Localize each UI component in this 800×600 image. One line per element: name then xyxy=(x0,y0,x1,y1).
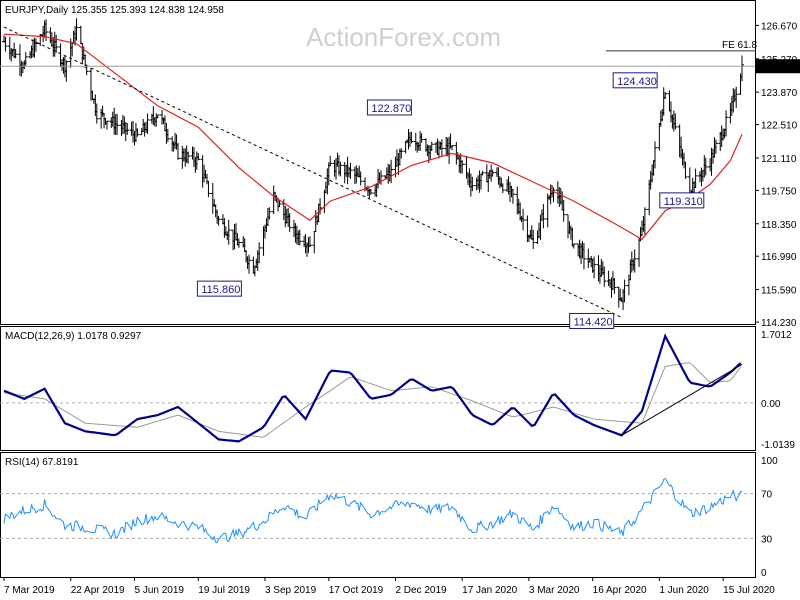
axes: 126.670125.270123.870122.510121.110119.7… xyxy=(3,21,800,596)
rsi-tick-label: 70 xyxy=(761,490,773,501)
date-tick-label: 7 Mar 2019 xyxy=(4,585,55,596)
macd-tick-label: -1.0139 xyxy=(761,440,795,451)
key-level-label: 115.860 xyxy=(201,284,240,296)
date-tick-label: 2 Dec 2019 xyxy=(395,585,447,596)
price-tick-label: 114.230 xyxy=(761,318,797,329)
key-level-label: 122.870 xyxy=(371,103,411,115)
rsi-tick-label: 0 xyxy=(761,568,767,579)
rsi-tick-label: 30 xyxy=(761,534,773,545)
price-tick-label: 121.110 xyxy=(761,154,797,165)
key-level-box xyxy=(569,312,615,329)
rsi-line xyxy=(3,477,743,544)
price-tick-label: 119.750 xyxy=(761,186,797,197)
current-price-label: 124.958 xyxy=(761,62,798,73)
price-tick-label: 118.350 xyxy=(761,220,797,231)
macd-tick-label: 1.7012 xyxy=(761,330,792,341)
macd-panel-title: MACD(12,26,9) 1.0178 0.9297 xyxy=(5,331,142,342)
price-tick-label: 123.870 xyxy=(761,88,798,99)
rsi-series xyxy=(0,477,755,544)
price-series: FE 61.8 115.860 122.870 114.420 124.430 119.3… xyxy=(0,18,757,329)
date-tick-label: 19 Jul 2019 xyxy=(198,585,250,596)
watermark: ActionForex.com xyxy=(306,22,501,52)
key-level-label: 119.310 xyxy=(664,196,703,208)
date-tick-label: 1 Jun 2020 xyxy=(659,585,709,596)
rsi-tick-label: 100 xyxy=(761,456,778,467)
macd-series xyxy=(0,333,755,443)
macd-trendline xyxy=(621,364,743,436)
date-tick-label: 22 Apr 2019 xyxy=(71,585,125,596)
rsi-panel xyxy=(0,452,756,578)
date-tick-label: 17 Jan 2020 xyxy=(462,585,517,596)
date-tick-label: 15 Jul 2020 xyxy=(723,585,775,596)
key-level-box xyxy=(612,72,658,89)
date-tick-label: 3 Sep 2019 xyxy=(265,585,317,596)
fib-extension-label: FE 61.8 xyxy=(722,40,757,51)
key-level-box xyxy=(366,99,412,116)
price-tick-label: 115.590 xyxy=(761,286,797,297)
macd-tick-label: 0.00 xyxy=(761,399,781,410)
price-tick-label: 126.670 xyxy=(761,21,798,32)
price-panel-title: EURJPY,Daily 125.355 125.393 124.838 124… xyxy=(5,5,224,16)
macd-panel xyxy=(0,326,756,451)
key-level-label: 114.420 xyxy=(574,316,613,328)
moving-average-line xyxy=(3,33,743,241)
key-level-box xyxy=(196,280,242,297)
date-tick-label: 17 Oct 2019 xyxy=(329,585,384,596)
date-tick-label: 16 Apr 2020 xyxy=(593,585,647,596)
price-tick-label: 116.990 xyxy=(761,252,797,263)
price-panel xyxy=(0,0,756,325)
date-tick-label: 5 Jun 2019 xyxy=(134,585,184,596)
price-tick-label: 122.510 xyxy=(761,121,798,132)
trendline-dashed xyxy=(3,26,622,318)
rsi-panel-title: RSI(14) 67.8191 xyxy=(5,457,79,468)
date-tick-label: 3 Mar 2020 xyxy=(529,585,580,596)
key-level-label: 124.430 xyxy=(617,76,657,88)
key-level-box xyxy=(659,192,705,209)
current-price-marker xyxy=(756,59,800,74)
macd-line xyxy=(3,333,742,443)
